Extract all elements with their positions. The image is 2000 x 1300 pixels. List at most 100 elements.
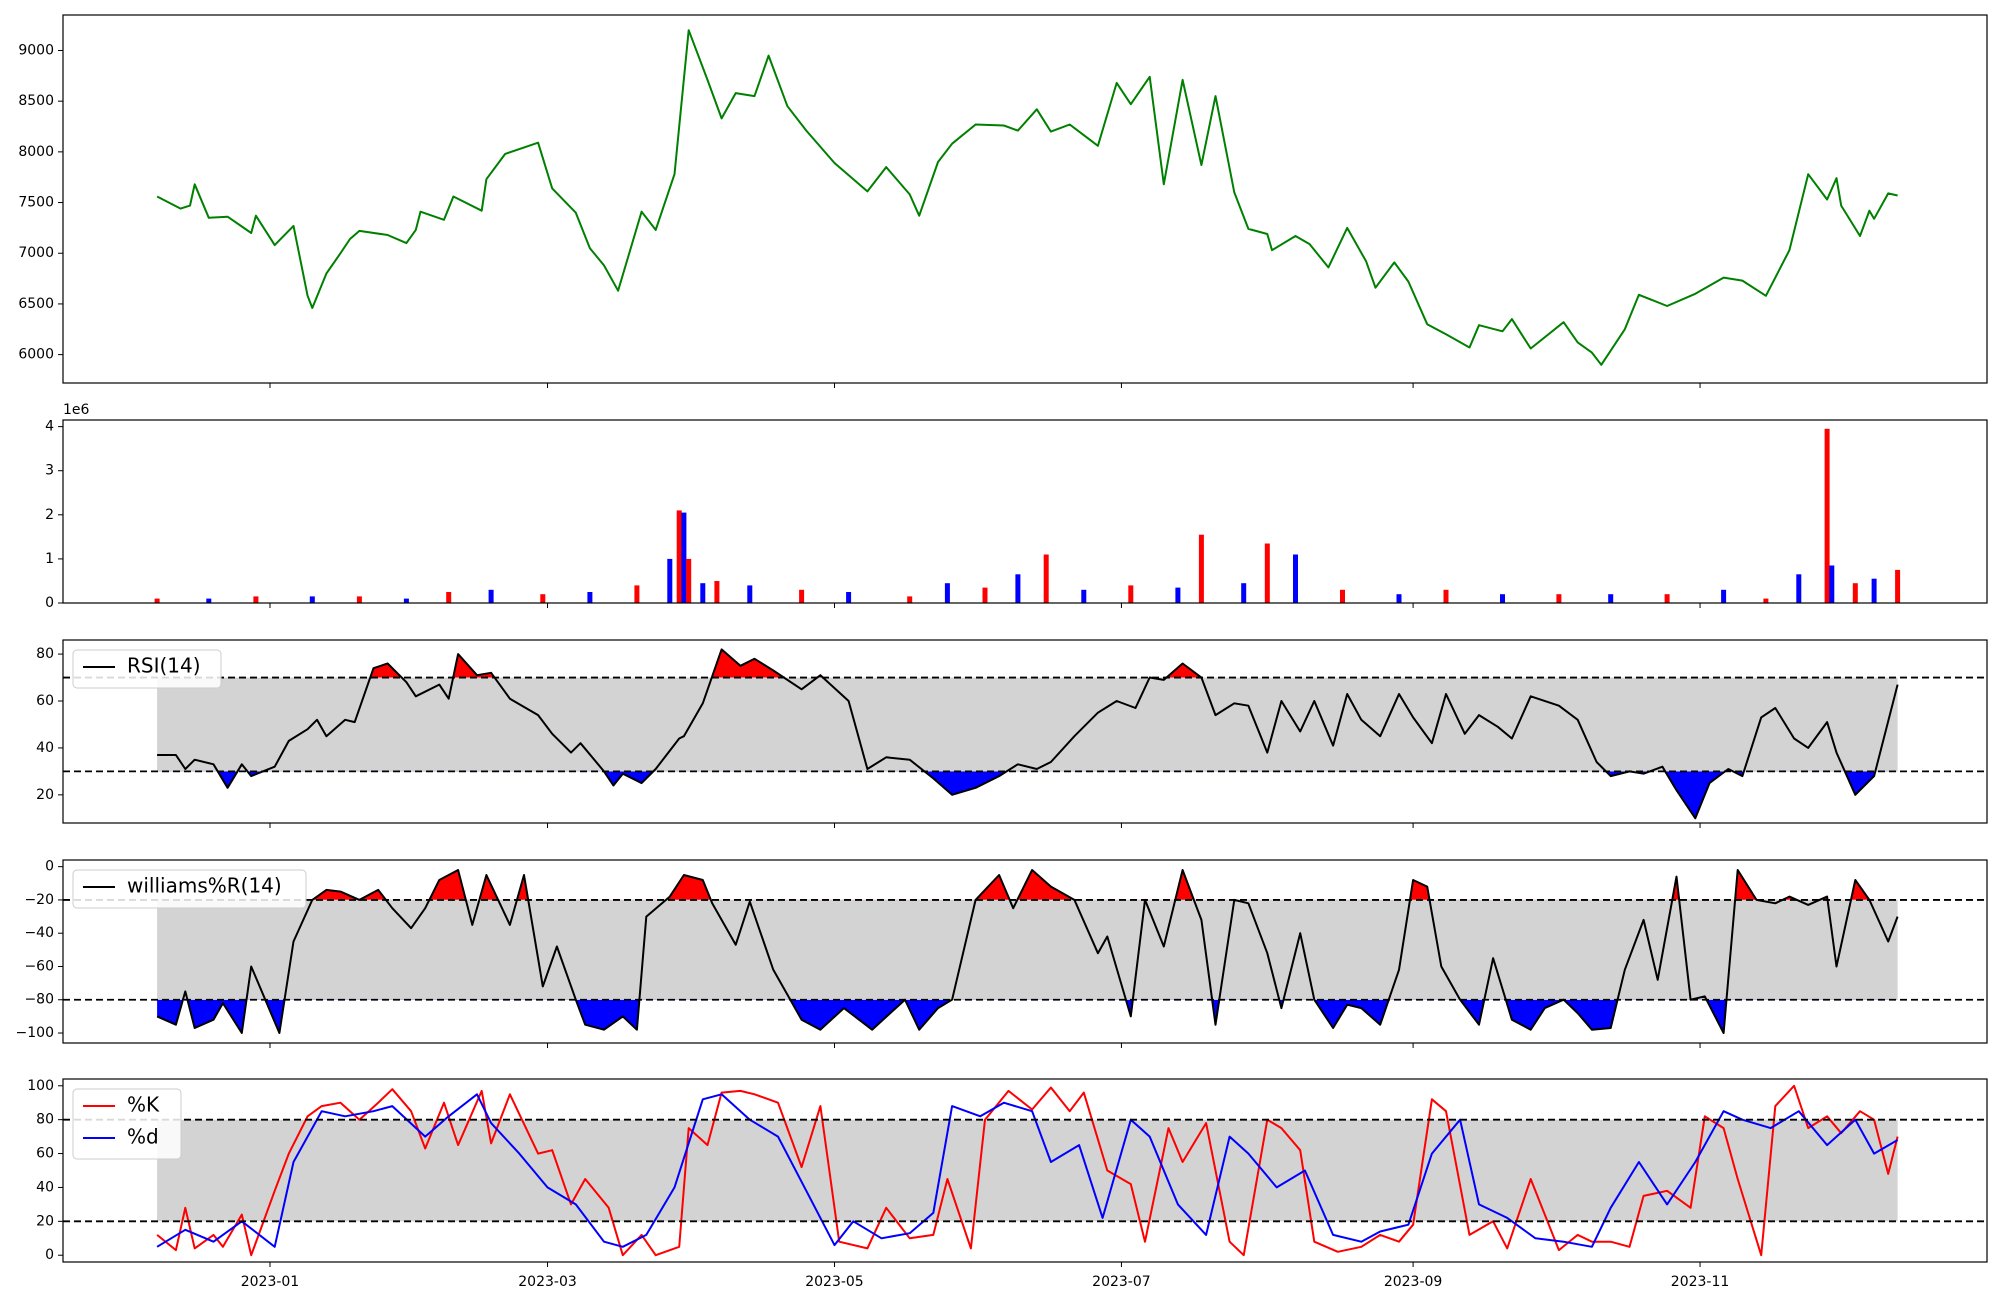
volume-bar <box>446 592 452 603</box>
volume-bar <box>1293 554 1298 603</box>
volume-bar <box>540 594 546 603</box>
volume-bar <box>1664 594 1670 603</box>
y-tick-label: 60 <box>36 1146 54 1162</box>
legend-label: %K <box>127 1093 160 1117</box>
x-tick-label: 2023-01 <box>241 1274 300 1290</box>
volume-bar <box>309 596 315 603</box>
y-offset-label: 1e6 <box>63 402 90 418</box>
volume-bar <box>1796 574 1802 603</box>
volume-bar <box>1829 565 1835 603</box>
volume-bar <box>634 585 640 603</box>
volume-bar <box>403 598 409 603</box>
panel-williams: 0 −20 −40 −60 −80 −100 williams%R(14) <box>16 859 1988 1044</box>
y-tick-label: 0 <box>45 859 54 875</box>
volume-bar <box>944 583 950 603</box>
volume-bar <box>700 583 706 603</box>
volume-bar <box>1264 543 1270 603</box>
volume-bar <box>686 558 692 603</box>
y-tick-label: 80 <box>36 646 54 662</box>
volume-bar <box>907 596 913 603</box>
volume-bar <box>676 510 682 603</box>
price-line <box>156 29 1898 366</box>
x-tick-label: 2023-03 <box>518 1274 577 1290</box>
y-tick-label: 20 <box>36 787 54 803</box>
y-tick-label: 80 <box>36 1112 54 1128</box>
y-tick-label: 1 <box>45 551 54 567</box>
y-tick-label: 40 <box>36 740 54 756</box>
volume-bar <box>1128 585 1134 603</box>
axes-frame <box>62 419 1988 604</box>
x-tick-label: 2023-05 <box>805 1274 864 1290</box>
x-tick-label: 2023-11 <box>1671 1274 1730 1290</box>
x-tick-label: 2023-09 <box>1384 1274 1443 1290</box>
panel-volume: 0 1 2 3 4 1e6 <box>45 402 1988 611</box>
rsi-line <box>157 648 1899 820</box>
volume-bar <box>799 589 805 603</box>
volume-bar <box>681 512 687 603</box>
volume-bar <box>982 587 988 603</box>
threshold-band <box>157 677 1898 772</box>
volume-bar <box>667 558 673 603</box>
y-tick-label: 8000 <box>18 144 54 160</box>
legend-label: RSI(14) <box>127 654 201 678</box>
threshold-band <box>157 899 1898 1000</box>
volume-bar <box>1500 594 1505 603</box>
y-tick-label: −80 <box>24 992 54 1008</box>
volume-bar <box>587 592 593 603</box>
series-line-k <box>156 1084 1899 1257</box>
y-tick-label: 40 <box>36 1179 54 1195</box>
legend-label: williams%R(14) <box>127 874 282 898</box>
volume-bar <box>1721 589 1727 603</box>
y-tick-label: 7500 <box>18 195 54 211</box>
volume-bar <box>1871 578 1877 603</box>
legend-box <box>72 869 307 909</box>
volume-bar <box>154 598 160 603</box>
y-tick-label: 2 <box>45 507 54 523</box>
volume-bar <box>1015 574 1021 603</box>
volume-bar <box>1198 534 1204 603</box>
axes-frame <box>62 14 1988 384</box>
y-tick-label: −100 <box>16 1025 54 1041</box>
y-tick-label: 60 <box>36 693 54 709</box>
legend: RSI(14) <box>72 649 222 689</box>
y-tick-label: 7000 <box>18 245 54 261</box>
axes-frame <box>62 639 1988 824</box>
volume-bar <box>1241 583 1247 603</box>
panel-price: 6000 6500 7000 7500 8000 8500 9000 <box>18 14 1988 384</box>
axes-frame <box>62 1078 1988 1263</box>
threshold-band <box>157 1119 1898 1222</box>
volume-bar <box>253 596 259 603</box>
y-tick-label: −20 <box>24 892 54 908</box>
volume-bar <box>1396 594 1402 603</box>
volume-bar <box>1443 589 1449 603</box>
legend-box <box>72 649 222 689</box>
panel-rsi: 20 40 60 80 RSI(14) <box>36 639 1988 824</box>
x-tick-label: 2023-07 <box>1092 1274 1151 1290</box>
volume-bar <box>206 598 212 603</box>
legend: williams%R(14) <box>72 869 307 909</box>
williams-line <box>156 869 1899 1034</box>
y-tick-label: 6500 <box>18 296 54 312</box>
volume-bar <box>488 589 494 603</box>
volume-bar <box>1043 554 1049 603</box>
axes-frame <box>62 859 1988 1044</box>
volume-bar <box>747 585 753 603</box>
y-tick-label: 0 <box>45 1247 54 1263</box>
volume-bar <box>846 592 852 603</box>
volume-bar <box>1081 589 1087 603</box>
y-tick-label: 6000 <box>18 347 54 363</box>
y-tick-label: 8500 <box>18 93 54 109</box>
volume-bar <box>1852 583 1858 603</box>
volume-bar <box>1763 598 1769 603</box>
legend: %K %d <box>72 1088 182 1160</box>
volume-bar <box>1824 428 1830 603</box>
volume-bar <box>1895 569 1901 603</box>
volume-bar <box>1340 589 1345 603</box>
y-tick-label: 100 <box>27 1078 54 1094</box>
y-tick-label: 9000 <box>18 42 54 58</box>
y-tick-label: 0 <box>45 595 54 611</box>
y-tick-label: −60 <box>24 958 54 974</box>
panel-stochastic: 0 20 40 60 80 100 %K %d <box>27 1078 1988 1263</box>
williams-overbought-fill <box>157 870 1898 900</box>
